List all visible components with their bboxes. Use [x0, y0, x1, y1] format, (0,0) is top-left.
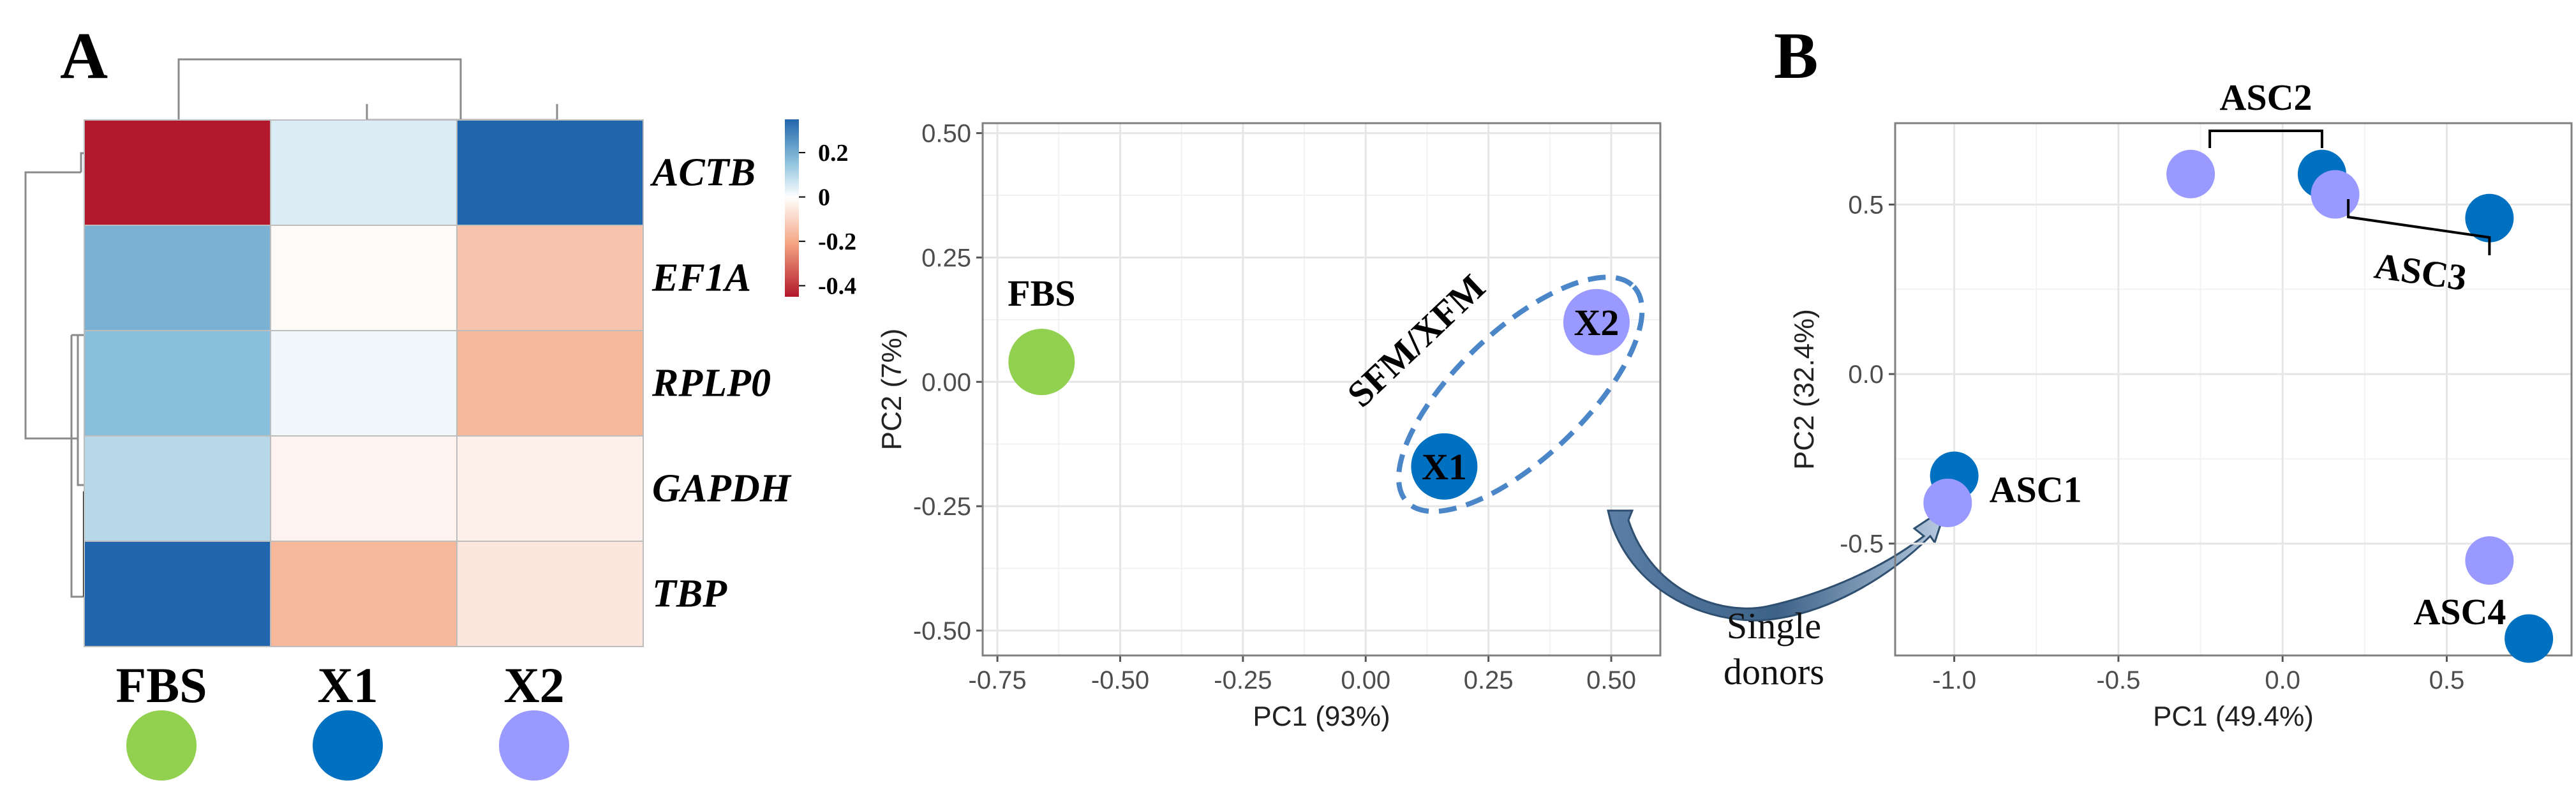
- sfm-xfm-ellipse: [1396, 274, 1645, 514]
- y-tick-label: 0.50: [921, 120, 971, 148]
- pca-plot-1: -0.75 -0.50 -0.25 0.00 0.25 0.50 0.50 0.25 0.00 -…: [876, 120, 1662, 732]
- y-tick-label: 0.25: [921, 244, 971, 272]
- x-tick-label: 0.25: [1464, 666, 1514, 694]
- heatmap-cell-ef1a-x1: [270, 225, 458, 331]
- gene-label: RPLP0: [651, 362, 771, 405]
- heatmap-cell-ef1a-x2: [456, 225, 644, 331]
- gene-labels: ACTB EF1A RPLP0 GAPDH TBP: [650, 151, 792, 616]
- group-label-x2: X2: [503, 657, 564, 713]
- group-dot-fbs: [126, 710, 197, 781]
- point-label-x2: X2: [1574, 302, 1619, 343]
- gene-label: EF1A: [651, 257, 751, 300]
- panel-letter-a: A: [60, 19, 108, 93]
- data-point-x2: [1563, 288, 1630, 355]
- x-tick-label: -0.75: [969, 666, 1027, 694]
- y-tick-label: -0.5: [1840, 530, 1884, 558]
- heatmap-cell-actb-x1: [270, 119, 458, 226]
- heatmap-cell-tbp-x1: [270, 541, 458, 647]
- asc2-label: ASC2: [2220, 77, 2312, 118]
- asc4-label: ASC4: [2413, 591, 2506, 632]
- sfm-xfm-label: SFM/XFM: [1339, 266, 1493, 415]
- group-dot-x1: [313, 710, 383, 781]
- group-label-x1: X1: [317, 657, 378, 713]
- y-axis-title: PC2 (7%): [876, 329, 907, 451]
- asc1-label: ASC1: [1990, 469, 2082, 511]
- legend-tick-label: -0.2: [818, 228, 856, 255]
- point-label-x1: X1: [1422, 446, 1467, 488]
- legend-tick-label: 0.2: [818, 140, 849, 167]
- heatmap-cell-actb-x2: [456, 119, 644, 226]
- y-tick-label: 0.0: [1848, 361, 1884, 389]
- y-axis-title: PC2 (32.4%): [1789, 309, 1820, 470]
- y-tick-label: -0.50: [913, 617, 971, 645]
- point-label-fbs: FBS: [1008, 273, 1075, 314]
- x-axis-title: PC1 (93%): [1253, 701, 1390, 732]
- gene-label: GAPDH: [652, 467, 792, 511]
- sample-legend: FBS X1 X2: [115, 657, 569, 781]
- column-dendrogram: [177, 58, 558, 121]
- asc3-bracket: [2347, 199, 2491, 255]
- heatmap-cell-rplp0-fbs: [84, 330, 271, 437]
- asc3-label: ASC3: [2372, 244, 2469, 299]
- group-label-fbs: FBS: [115, 657, 207, 713]
- y-tick-label: -0.25: [913, 493, 971, 521]
- x-tick-label: 0.5: [2429, 666, 2465, 694]
- heatmap-cell-ef1a-fbs: [84, 225, 271, 331]
- legend-tick-label: -0.4: [818, 273, 856, 300]
- y-tick-label: 0.5: [1848, 191, 1884, 219]
- arrow-label-line2: donors: [1724, 651, 1824, 692]
- x-tick-label: -1.0: [1932, 666, 1976, 694]
- y-tick-label: 0.00: [921, 368, 971, 396]
- heatmap-cell-gapdh-x2: [456, 435, 644, 542]
- color-scale-ticks: 0.2 0 -0.2 -0.4: [799, 140, 856, 300]
- x-tick-label: -0.50: [1091, 666, 1149, 694]
- heatmap-cell-gapdh-fbs: [84, 435, 271, 542]
- data-point: [2505, 614, 2554, 663]
- heatmap-cell-rplp0-x1: [270, 330, 458, 437]
- heatmap-grid: [84, 119, 644, 647]
- x-tick-label: -0.25: [1214, 666, 1272, 694]
- legend-tick-label: 0: [818, 184, 830, 211]
- heatmap-cell-tbp-x2: [456, 541, 644, 647]
- asc2-bracket: [2208, 130, 2323, 148]
- panel-letter-b: B: [1774, 19, 1818, 93]
- gene-label: TBP: [652, 572, 727, 616]
- gene-label: ACTB: [650, 151, 756, 195]
- group-dot-x2: [499, 710, 569, 781]
- heatmap-cell-gapdh-x1: [270, 435, 458, 542]
- heatmap-cell-tbp-fbs: [84, 541, 271, 647]
- data-point: [2311, 170, 2360, 219]
- data-point: [2166, 149, 2215, 198]
- data-point-fbs: [1008, 329, 1075, 396]
- arrow-label-line1: Single: [1727, 605, 1821, 647]
- pca-plot-2: -1.0 -0.5 0.0 0.5 0.5 0.0 -0.5 PC1 (49.4%) PC2 (…: [1789, 77, 2573, 732]
- x-tick-label: 0.0: [2265, 666, 2300, 694]
- x-tick-label: 0.50: [1586, 666, 1636, 694]
- heatmap-cell-rplp0-x2: [456, 330, 644, 437]
- color-scale-bar: [785, 119, 799, 297]
- x-axis-title: PC1 (49.4%): [2153, 701, 2314, 732]
- x-tick-label: 0.00: [1341, 666, 1390, 694]
- x-tick-label: -0.5: [2096, 666, 2140, 694]
- plot-frame: [981, 122, 1662, 657]
- heatmap-cell-actb-fbs: [84, 119, 271, 226]
- data-point: [1923, 478, 1972, 527]
- data-point: [2465, 193, 2514, 243]
- data-point: [2465, 536, 2514, 585]
- plot-frame: [1894, 122, 2573, 657]
- data-point-x1: [1411, 433, 1478, 500]
